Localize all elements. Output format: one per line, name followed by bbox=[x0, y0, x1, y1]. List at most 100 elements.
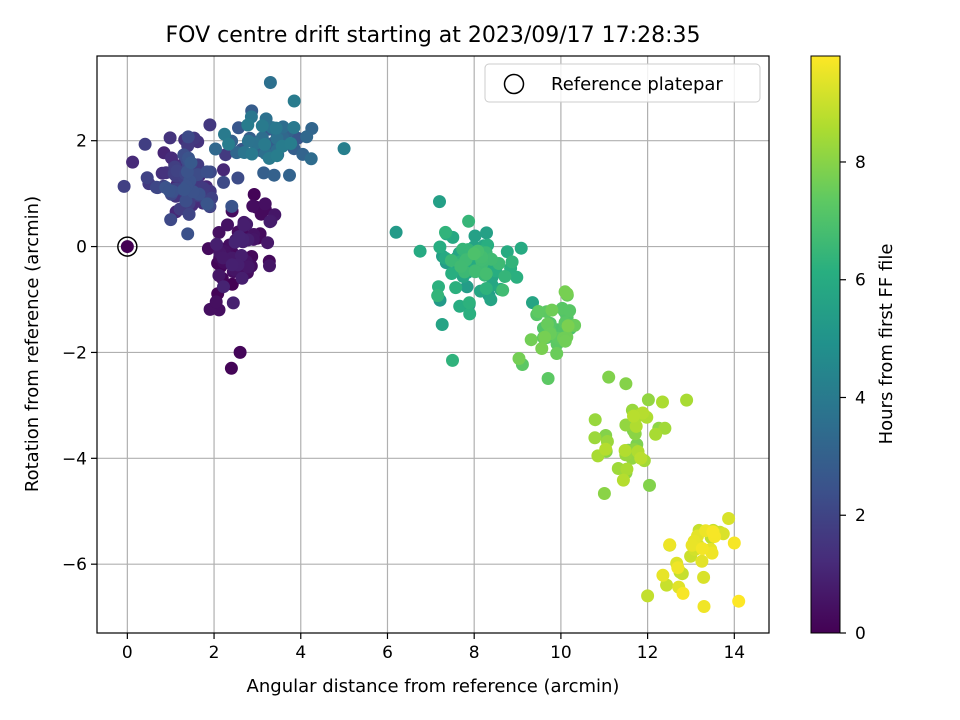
data-point bbox=[560, 287, 574, 301]
colorbar-tick-label: 2 bbox=[855, 506, 866, 526]
data-point bbox=[641, 589, 655, 603]
data-point bbox=[149, 180, 163, 194]
data-point bbox=[514, 241, 528, 255]
data-point bbox=[140, 171, 154, 185]
data-point bbox=[643, 478, 656, 492]
data-point bbox=[445, 267, 459, 280]
data-point bbox=[446, 353, 459, 367]
x-tick-label: 8 bbox=[469, 643, 480, 663]
reference-point-fill bbox=[120, 240, 134, 254]
data-point bbox=[267, 168, 281, 182]
data-point bbox=[439, 225, 452, 239]
data-point bbox=[233, 345, 247, 359]
data-point bbox=[126, 155, 140, 169]
legend-box bbox=[484, 63, 761, 103]
data-point bbox=[433, 195, 446, 209]
data-point bbox=[531, 305, 545, 318]
data-point bbox=[541, 372, 555, 385]
data-point bbox=[258, 197, 272, 211]
data-point bbox=[221, 218, 234, 232]
data-point bbox=[484, 293, 498, 307]
data-point bbox=[550, 347, 564, 360]
x-tick-label: 4 bbox=[295, 643, 306, 663]
y-tick-label: −2 bbox=[62, 343, 87, 363]
data-point bbox=[257, 166, 271, 180]
data-point bbox=[538, 330, 552, 344]
data-point bbox=[177, 183, 191, 197]
x-tick-label: 2 bbox=[209, 643, 220, 663]
data-point bbox=[413, 244, 427, 258]
data-point bbox=[524, 333, 538, 347]
colorbar-tick-label: 4 bbox=[855, 388, 866, 408]
y-axis-label: Rotation from reference (arcmin) bbox=[22, 196, 43, 492]
data-point bbox=[462, 296, 476, 310]
data-point bbox=[449, 281, 463, 295]
data-point bbox=[433, 240, 447, 254]
data-point bbox=[224, 361, 238, 375]
data-point bbox=[162, 184, 176, 198]
y-tick-label: 0 bbox=[76, 238, 87, 258]
y-tick-label: 2 bbox=[76, 132, 87, 152]
data-point bbox=[496, 283, 510, 297]
data-point bbox=[231, 171, 245, 185]
data-point bbox=[629, 419, 643, 433]
data-point bbox=[263, 259, 276, 273]
legend-entry: Reference platepar bbox=[551, 74, 723, 95]
data-point bbox=[671, 561, 685, 575]
colorbar-gradient bbox=[810, 55, 841, 634]
data-point bbox=[219, 148, 233, 162]
reference-point bbox=[117, 236, 138, 257]
data-point bbox=[209, 295, 223, 309]
data-point bbox=[479, 282, 493, 295]
data-point bbox=[225, 199, 239, 213]
data-point bbox=[138, 137, 152, 151]
data-point bbox=[468, 229, 482, 243]
data-point bbox=[599, 442, 613, 456]
data-point bbox=[541, 317, 554, 331]
data-point bbox=[462, 214, 476, 228]
data-point bbox=[164, 213, 178, 227]
data-point bbox=[641, 393, 655, 407]
data-point bbox=[619, 377, 633, 391]
y-tick-label: −4 bbox=[62, 449, 87, 469]
chart-title: FOV centre drift starting at 2023/09/17 … bbox=[166, 23, 701, 48]
data-point bbox=[467, 247, 481, 261]
data-point bbox=[505, 255, 519, 269]
data-point bbox=[510, 270, 524, 284]
data-point bbox=[431, 289, 445, 303]
data-point bbox=[663, 538, 677, 552]
data-point bbox=[283, 168, 296, 182]
x-tick-label: 10 bbox=[550, 643, 572, 663]
data-point bbox=[337, 142, 351, 156]
reference-marker bbox=[117, 236, 138, 257]
data-point bbox=[287, 121, 301, 134]
data-point bbox=[656, 568, 670, 582]
data-point bbox=[597, 487, 611, 500]
data-point bbox=[212, 269, 226, 282]
data-point bbox=[287, 94, 301, 108]
data-point bbox=[697, 600, 711, 613]
data-point bbox=[181, 227, 195, 241]
data-point bbox=[627, 409, 640, 423]
data-point bbox=[535, 342, 549, 355]
colorbar-tick-label: 0 bbox=[855, 624, 866, 644]
data-point bbox=[181, 130, 195, 144]
data-point bbox=[304, 152, 318, 166]
colorbar-ticks: 0 2 4 6 8 bbox=[840, 153, 866, 644]
data-point bbox=[435, 318, 449, 331]
data-point bbox=[228, 235, 242, 249]
data-point bbox=[634, 451, 648, 465]
data-point bbox=[697, 570, 711, 584]
data-point bbox=[263, 76, 277, 89]
data-point bbox=[561, 319, 575, 333]
data-point bbox=[254, 207, 268, 221]
data-point bbox=[706, 525, 720, 539]
y-ticks: −6 −4 −2 0 2 bbox=[62, 132, 97, 575]
colorbar-tick-label: 6 bbox=[855, 271, 866, 291]
data-point bbox=[620, 462, 634, 476]
data-point bbox=[241, 134, 255, 148]
data-point bbox=[695, 542, 709, 556]
data-point bbox=[558, 334, 572, 348]
y-tick-label: −6 bbox=[62, 555, 87, 575]
data-point bbox=[300, 130, 314, 144]
